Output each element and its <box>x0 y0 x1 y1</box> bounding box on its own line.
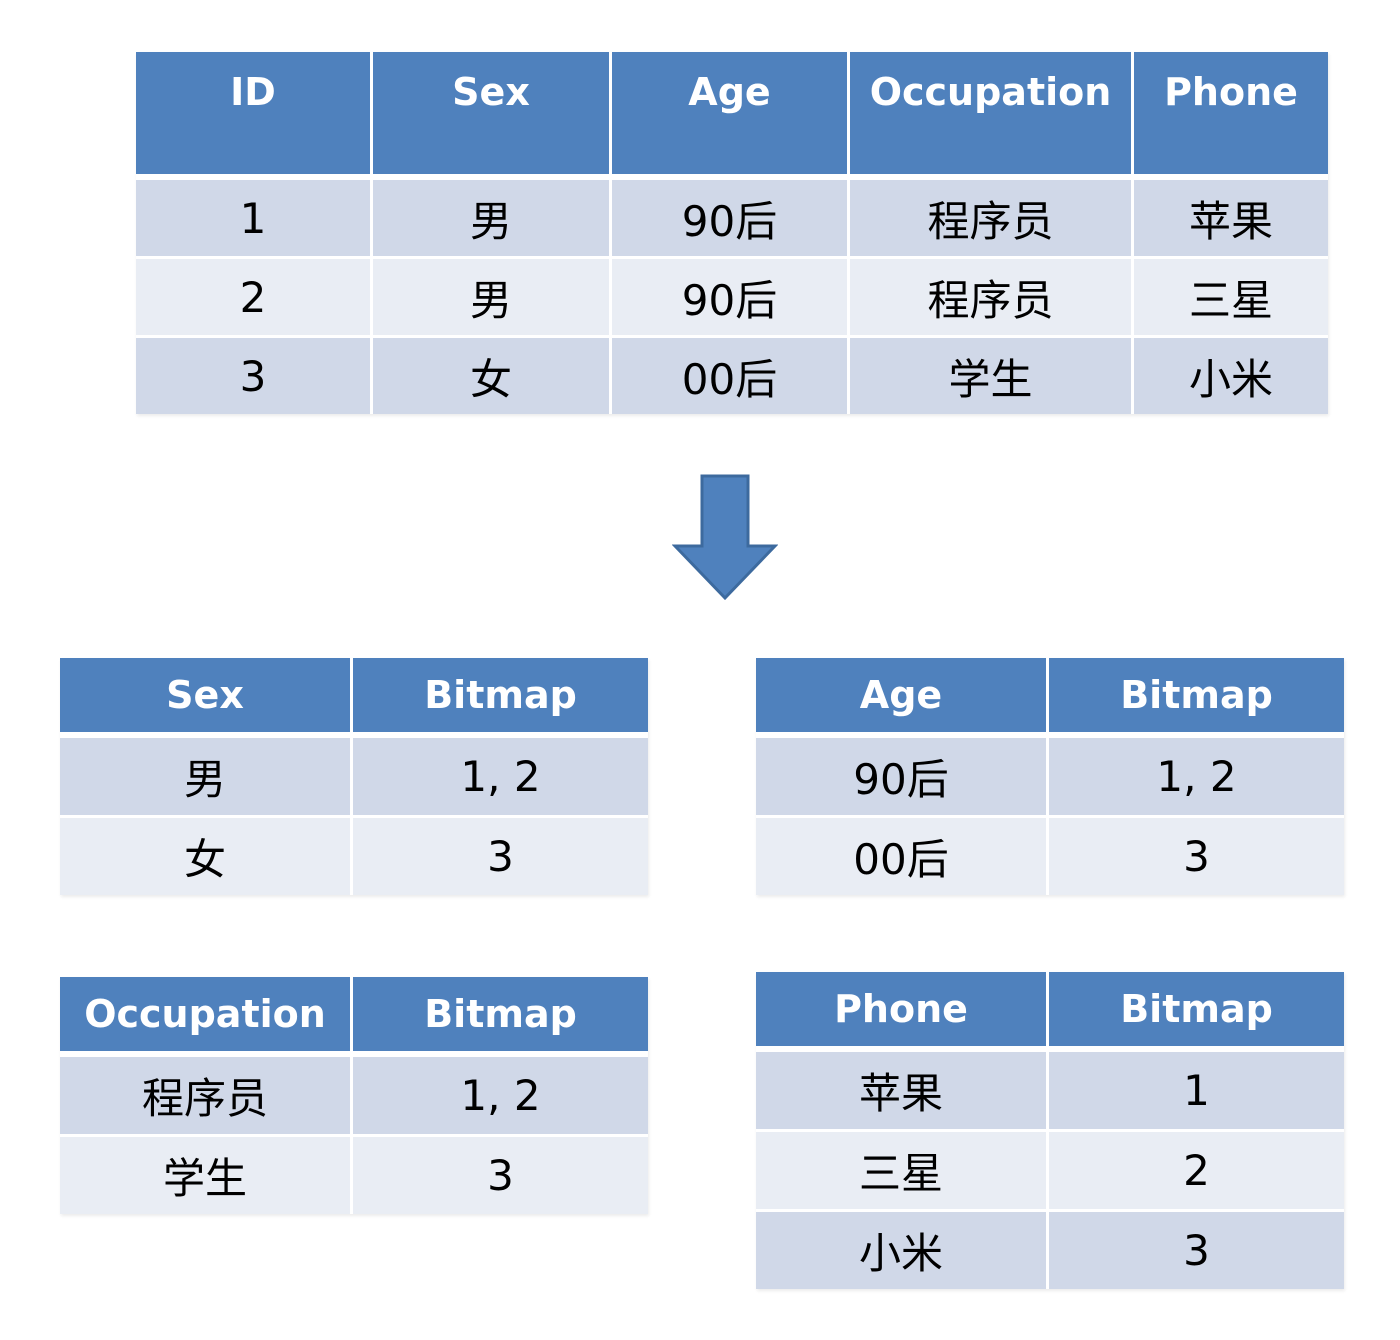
table-cell: 3 <box>353 818 648 895</box>
table-cell: 男 <box>60 738 353 818</box>
table-cell: 1, 2 <box>353 738 648 818</box>
table-row: 1 男 90后 程序员 苹果 <box>136 180 1328 259</box>
header-cell: Age <box>612 52 850 180</box>
occupation-bitmap-table: Occupation Bitmap 程序员 1, 2 学生 3 <box>60 977 648 1214</box>
table-cell: 2 <box>1049 1132 1344 1212</box>
down-arrow-icon <box>672 474 778 601</box>
table-cell: 三星 <box>756 1132 1049 1212</box>
table-row: 程序员 1, 2 <box>60 1057 648 1137</box>
header-row: Age Bitmap <box>756 658 1344 738</box>
table-cell: 90后 <box>612 180 850 259</box>
table-cell: 苹果 <box>1134 180 1328 259</box>
table-row: 3 女 00后 学生 小米 <box>136 338 1328 414</box>
table-cell: 00后 <box>756 818 1049 895</box>
table-cell: 1 <box>1049 1052 1344 1132</box>
table-cell: 3 <box>1049 1212 1344 1289</box>
header-cell: Bitmap <box>1049 658 1344 738</box>
table-cell: 2 <box>136 259 373 338</box>
header-row: Occupation Bitmap <box>60 977 648 1057</box>
table-cell: 00后 <box>612 338 850 414</box>
table-cell: 1 <box>136 180 373 259</box>
header-cell: Bitmap <box>353 658 648 738</box>
table-cell: 学生 <box>850 338 1134 414</box>
table-cell: 男 <box>373 259 612 338</box>
main-table: ID Sex Age Occupation Phone 1 男 90后 程序员 … <box>136 52 1328 414</box>
table-cell: 男 <box>373 180 612 259</box>
header-cell: Sex <box>373 52 612 180</box>
table-cell: 学生 <box>60 1137 353 1214</box>
header-cell: Phone <box>756 972 1049 1052</box>
header-cell: ID <box>136 52 373 180</box>
table-cell: 3 <box>136 338 373 414</box>
table-cell: 程序员 <box>850 259 1134 338</box>
header-cell: Occupation <box>850 52 1134 180</box>
header-cell: Phone <box>1134 52 1328 180</box>
header-cell: Sex <box>60 658 353 738</box>
header-cell: Bitmap <box>353 977 648 1057</box>
table-cell: 1, 2 <box>353 1057 648 1137</box>
phone-bitmap-table: Phone Bitmap 苹果 1 三星 2 小米 3 <box>756 972 1344 1289</box>
table-row: 男 1, 2 <box>60 738 648 818</box>
header-row: Phone Bitmap <box>756 972 1344 1052</box>
table-cell: 小米 <box>1134 338 1328 414</box>
table-row: 小米 3 <box>756 1212 1344 1289</box>
table-row: 女 3 <box>60 818 648 895</box>
table-row: 三星 2 <box>756 1132 1344 1212</box>
table-row: 苹果 1 <box>756 1052 1344 1132</box>
table-row: 2 男 90后 程序员 三星 <box>136 259 1328 338</box>
sex-bitmap-table: Sex Bitmap 男 1, 2 女 3 <box>60 658 648 895</box>
table-row: 00后 3 <box>756 818 1344 895</box>
age-bitmap-table: Age Bitmap 90后 1, 2 00后 3 <box>756 658 1344 895</box>
table-cell: 3 <box>1049 818 1344 895</box>
table-row: 学生 3 <box>60 1137 648 1214</box>
table-cell: 90后 <box>612 259 850 338</box>
table-cell: 程序员 <box>60 1057 353 1137</box>
table-cell: 苹果 <box>756 1052 1049 1132</box>
header-row: ID Sex Age Occupation Phone <box>136 52 1328 180</box>
table-cell: 小米 <box>756 1212 1049 1289</box>
header-cell: Bitmap <box>1049 972 1344 1052</box>
header-cell: Age <box>756 658 1049 738</box>
table-cell: 程序员 <box>850 180 1134 259</box>
table-row: 90后 1, 2 <box>756 738 1344 818</box>
table-cell: 女 <box>60 818 353 895</box>
table-cell: 3 <box>353 1137 648 1214</box>
table-cell: 女 <box>373 338 612 414</box>
table-cell: 三星 <box>1134 259 1328 338</box>
header-cell: Occupation <box>60 977 353 1057</box>
header-row: Sex Bitmap <box>60 658 648 738</box>
table-cell: 1, 2 <box>1049 738 1344 818</box>
table-cell: 90后 <box>756 738 1049 818</box>
